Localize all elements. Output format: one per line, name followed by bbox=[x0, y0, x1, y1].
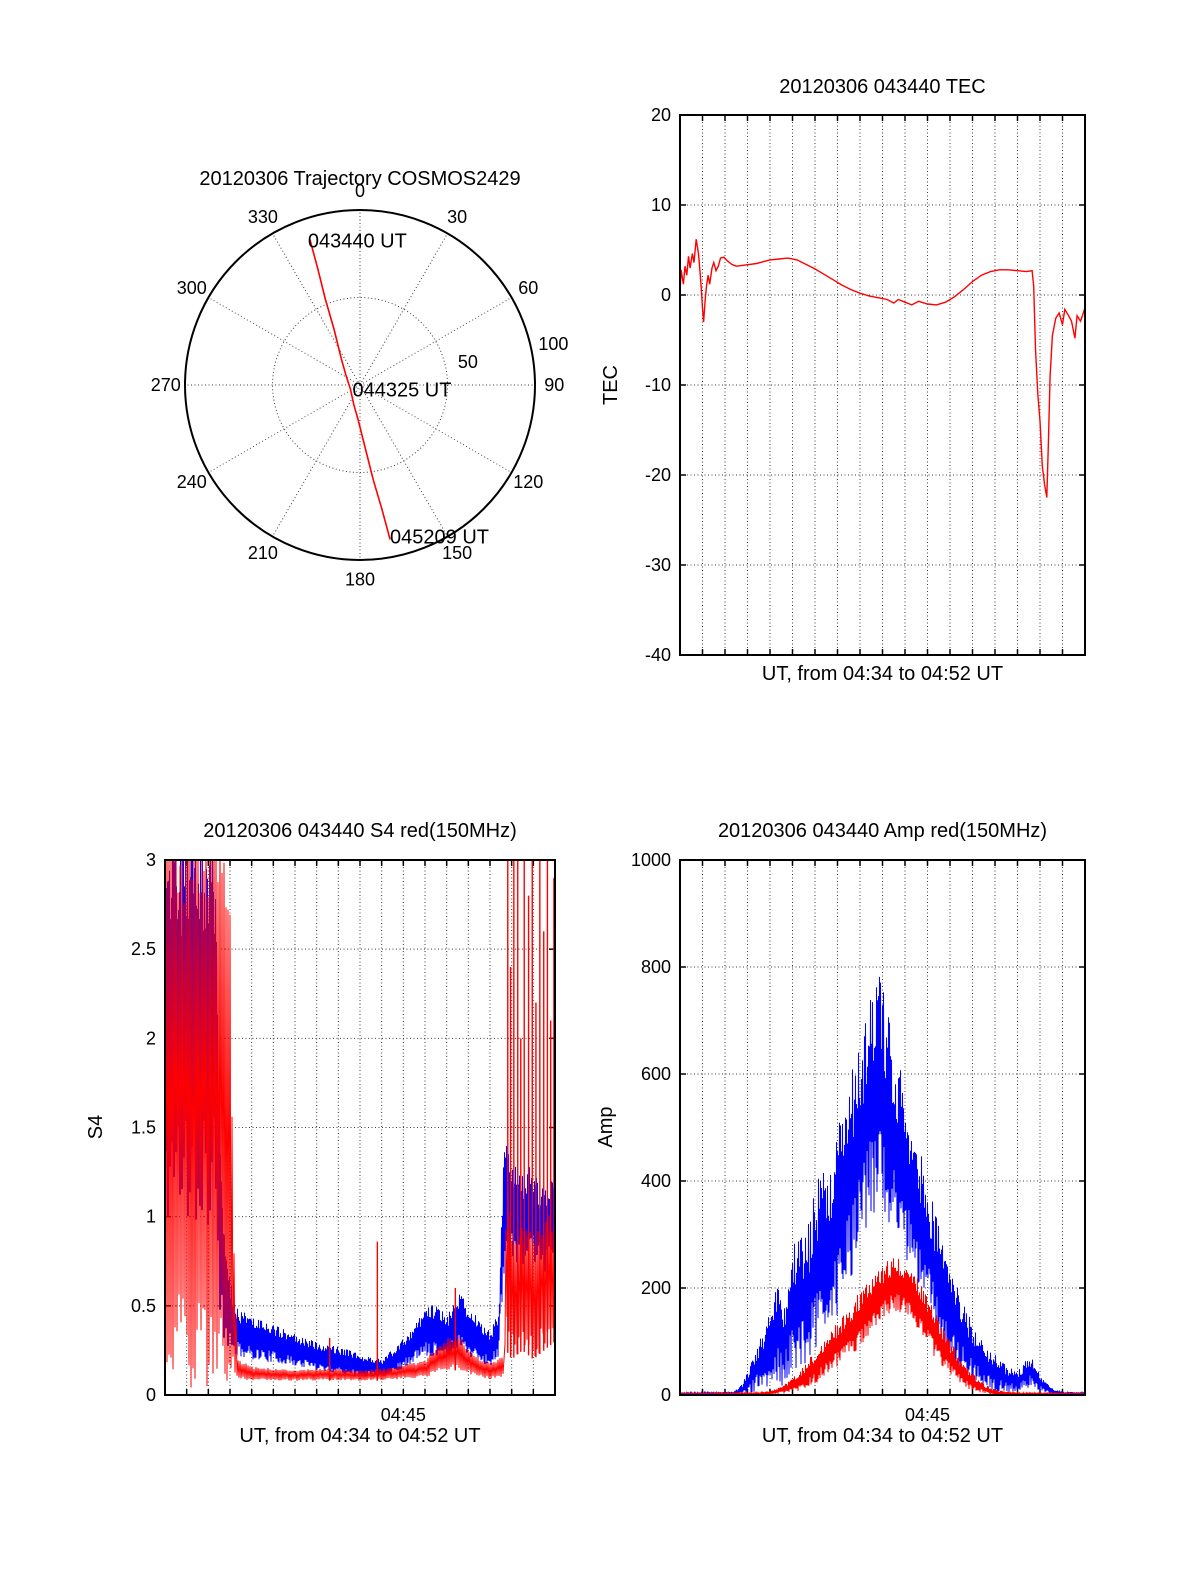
y-tick-label: 0 bbox=[146, 1385, 156, 1405]
y-tick-label: 1.5 bbox=[131, 1118, 156, 1138]
polar-spoke bbox=[359, 297, 512, 386]
angle-tick-label: 270 bbox=[151, 375, 181, 395]
tec-x-axis-label: UT, from 04:34 to 04:52 UT bbox=[761, 663, 1004, 685]
angle-tick-label: 300 bbox=[177, 278, 207, 298]
y-tick-label: 0 bbox=[661, 285, 671, 305]
radial-tick-label: 100 bbox=[538, 334, 568, 354]
y-tick-label: -30 bbox=[645, 555, 671, 575]
angle-tick-label: 150 bbox=[442, 543, 472, 563]
radial-gridline bbox=[272, 297, 448, 473]
plot-box bbox=[679, 114, 1086, 656]
series-blue bbox=[165, 860, 555, 1378]
y-tick-label: 600 bbox=[641, 1064, 671, 1084]
trajectory-line bbox=[309, 239, 391, 540]
amp-title: 20120306 043440 Amp red(150MHz) bbox=[717, 820, 1048, 842]
x-tick-label: 04:45 bbox=[381, 1405, 426, 1425]
y-tick-label: 800 bbox=[641, 957, 671, 977]
s4-plot: 0 0.5 1 1.5 2 2.5 3 04:45 bbox=[131, 850, 556, 1425]
polar-outer-circle bbox=[184, 209, 536, 561]
y-tick-label: 10 bbox=[651, 195, 671, 215]
angle-tick-label: 330 bbox=[248, 207, 278, 227]
angle-tick-label: 180 bbox=[345, 569, 375, 589]
tec-title: 20120306 043440 TEC bbox=[779, 76, 986, 98]
s4-x-axis-label: UT, from 04:34 to 04:52 UT bbox=[239, 1425, 481, 1447]
series-red (150MHz) bbox=[165, 860, 555, 1388]
polar-spoke bbox=[208, 297, 361, 386]
trajectory-title: 20120306 Trajectory COSMOS2429 bbox=[199, 168, 521, 190]
trajectory-time-annotation: 045209 UT bbox=[390, 527, 489, 549]
series-TEC bbox=[680, 239, 1085, 498]
angle-tick-label: 120 bbox=[513, 472, 543, 492]
y-tick-label: 1 bbox=[146, 1207, 156, 1227]
s4-title: 20120306 043440 S4 red(150MHz) bbox=[203, 820, 517, 842]
polar-spoke bbox=[359, 233, 448, 386]
plot-box bbox=[164, 859, 556, 1396]
y-tick-label: 0 bbox=[661, 1385, 671, 1405]
angle-tick-label: 240 bbox=[177, 472, 207, 492]
trajectory-time-annotation: 044325 UT bbox=[352, 379, 451, 401]
y-tick-label: 2 bbox=[146, 1028, 156, 1048]
y-tick-label: 0.5 bbox=[131, 1296, 156, 1316]
x-tick-label: 04:45 bbox=[905, 1405, 950, 1425]
y-tick-label: 2.5 bbox=[131, 939, 156, 959]
polar-spoke bbox=[272, 233, 361, 386]
polar-spoke bbox=[272, 384, 361, 537]
y-tick-label: -10 bbox=[645, 375, 671, 395]
y-tick-label: -20 bbox=[645, 465, 671, 485]
y-tick-label: 400 bbox=[641, 1171, 671, 1191]
y-tick-label: 3 bbox=[146, 850, 156, 870]
amp-x-axis-label: UT, from 04:34 to 04:52 UT bbox=[761, 1425, 1004, 1447]
trajectory-time-annotation: 043440 UT bbox=[308, 230, 407, 252]
angle-tick-label: 90 bbox=[544, 375, 564, 395]
plot-box bbox=[679, 859, 1086, 1396]
y-tick-label: -40 bbox=[645, 645, 671, 665]
radial-tick-label: 50 bbox=[458, 352, 478, 372]
polar-spoke bbox=[208, 384, 361, 473]
y-tick-label: 20 bbox=[651, 105, 671, 125]
y-tick-label: 1000 bbox=[631, 850, 671, 870]
series-blue bbox=[680, 976, 1085, 1395]
y-tick-label: 200 bbox=[641, 1278, 671, 1298]
trajectory-polar-plot: 0 30 60 90 120 150 180 210 240 270 300 330 50 100 0434… bbox=[151, 181, 569, 590]
angle-tick-label: 210 bbox=[248, 543, 278, 563]
amp-plot: 0 200 400 600 800 1000 04:45 bbox=[631, 850, 1086, 1425]
angle-tick-label: 30 bbox=[447, 207, 467, 227]
angle-tick-label: 60 bbox=[518, 278, 538, 298]
tec-plot: 20 10 0 -10 -20 -30 -40 bbox=[645, 105, 1086, 665]
angle-tick-label: 0 bbox=[355, 181, 365, 201]
